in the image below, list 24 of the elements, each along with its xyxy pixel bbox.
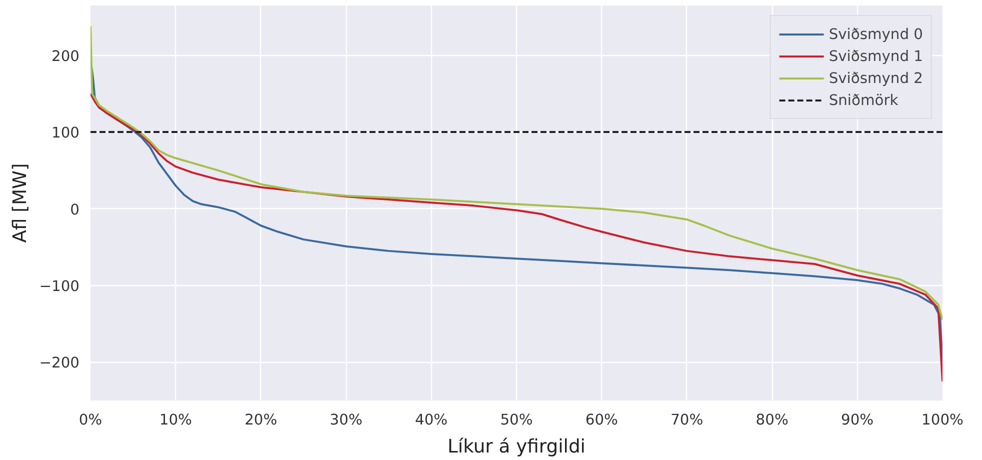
y-tick-label: −200 xyxy=(39,354,80,372)
x-axis-title: Líkur á yfirgildi xyxy=(448,436,586,458)
y-tick-label: 0 xyxy=(70,201,80,218)
x-tick-label: 90% xyxy=(841,412,874,428)
x-tick-label: 60% xyxy=(585,412,618,428)
legend-label: Sviðsmynd 0 xyxy=(828,26,923,42)
y-tick-label: −100 xyxy=(39,278,80,295)
x-tick-label: 30% xyxy=(330,412,362,428)
legend-label: Sviðsmynd 1 xyxy=(828,48,923,64)
x-tick-label: 100% xyxy=(922,412,964,428)
line-series xyxy=(90,25,942,321)
y-tick-label: 100 xyxy=(52,124,80,142)
line-series xyxy=(90,92,942,382)
x-tick-label: 20% xyxy=(244,412,278,428)
x-tick-label: 10% xyxy=(159,412,192,428)
x-tick-label: 40% xyxy=(415,412,448,428)
y-axis-title: Afl [MW] xyxy=(10,163,32,243)
x-tick-label: 0% xyxy=(78,412,102,428)
y-tick-label: 200 xyxy=(52,48,80,65)
legend-label: Sviðsmynd 2 xyxy=(828,70,923,86)
x-tick-label: 80% xyxy=(756,412,788,428)
x-tick-label: 70% xyxy=(670,412,704,428)
legend-label: Sniðmörk xyxy=(828,92,898,108)
x-tick-label: 50% xyxy=(500,412,533,428)
